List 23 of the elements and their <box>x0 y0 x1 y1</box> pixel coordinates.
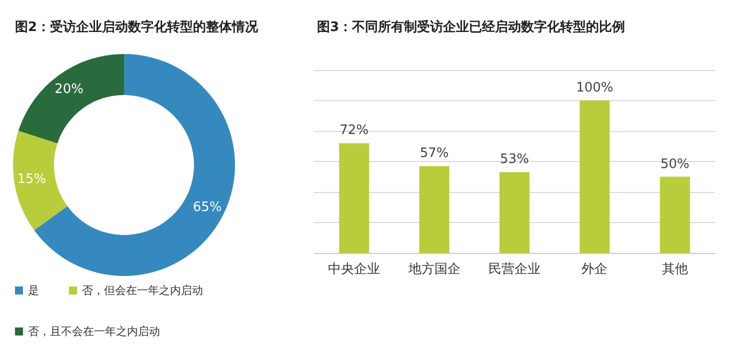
data-label: 15% <box>17 172 46 188</box>
bar <box>660 176 690 253</box>
bar <box>419 166 450 253</box>
chart-title: 图3：不同所有制受访企业已经启动数字化转型的比例 <box>317 19 626 35</box>
x-tick-label: 地方国企 <box>407 261 460 277</box>
x-tick-label: 中央企业 <box>328 262 380 277</box>
data-label: 20% <box>54 82 84 97</box>
data-label: 65% <box>192 200 222 215</box>
x-tick-label: 外企 <box>582 262 608 277</box>
data-label: 72% <box>340 123 369 138</box>
legend-label: 否，且不会在一年之内启动 <box>28 325 160 338</box>
legend-label: 否，但会在一年之内启动 <box>82 284 203 297</box>
chart-title: 图2：受访企业启动数字化转型的整体情况 <box>15 19 260 35</box>
data-label: 57% <box>420 146 449 162</box>
legend-label: 是 <box>28 284 39 297</box>
bar <box>580 100 610 253</box>
x-tick-label: 其他 <box>662 262 688 277</box>
data-label: 100% <box>576 80 614 96</box>
data-label: 53% <box>500 152 529 168</box>
data-label: 50% <box>660 156 690 172</box>
bar <box>339 143 370 253</box>
x-tick-label: 民营企业 <box>488 262 540 277</box>
bar <box>500 172 530 253</box>
